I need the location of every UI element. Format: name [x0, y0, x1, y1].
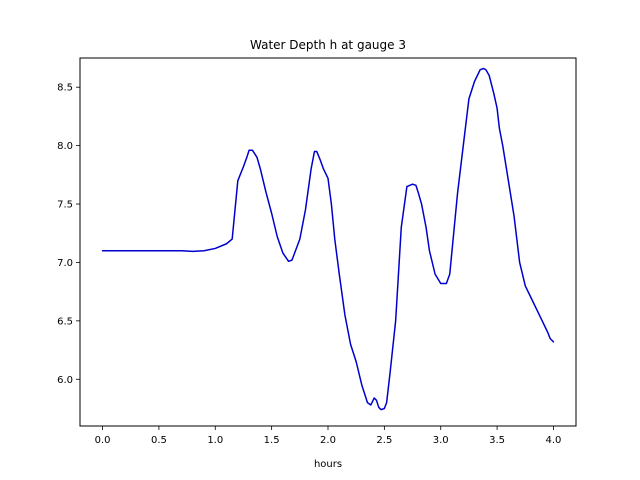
x-axis-label: hours	[314, 459, 342, 470]
y-tick-label: 6.5	[57, 316, 73, 327]
x-tick-label: 1.0	[207, 435, 223, 446]
x-tick-label: 2.0	[320, 435, 336, 446]
y-tick-label: 8.5	[57, 83, 73, 94]
y-tick-label: 6.0	[57, 375, 73, 386]
y-axis: 6.0 6.5 7.0 7.5 8.0 8.5	[57, 83, 80, 386]
series-line-0	[101, 67, 555, 411]
y-tick-label: 7.0	[57, 258, 73, 269]
y-tick-label: 8.0	[57, 141, 73, 152]
x-tick-label: 2.5	[376, 435, 392, 446]
chart-title: Water Depth h at gauge 3	[250, 38, 406, 52]
series-layer	[101, 67, 555, 411]
x-tick-label: 0.0	[95, 435, 111, 446]
y-tick-label: 7.5	[57, 200, 73, 211]
x-tick-label: 4.0	[546, 435, 562, 446]
x-tick-label: 3.0	[433, 435, 449, 446]
x-tick-label: 1.5	[264, 435, 280, 446]
x-axis: 0.0 0.5 1.0 1.5 2.0 2.5 3.0 3.5 4.0	[95, 426, 562, 446]
x-tick-label: 0.5	[151, 435, 167, 446]
x-tick-label: 3.5	[489, 435, 505, 446]
